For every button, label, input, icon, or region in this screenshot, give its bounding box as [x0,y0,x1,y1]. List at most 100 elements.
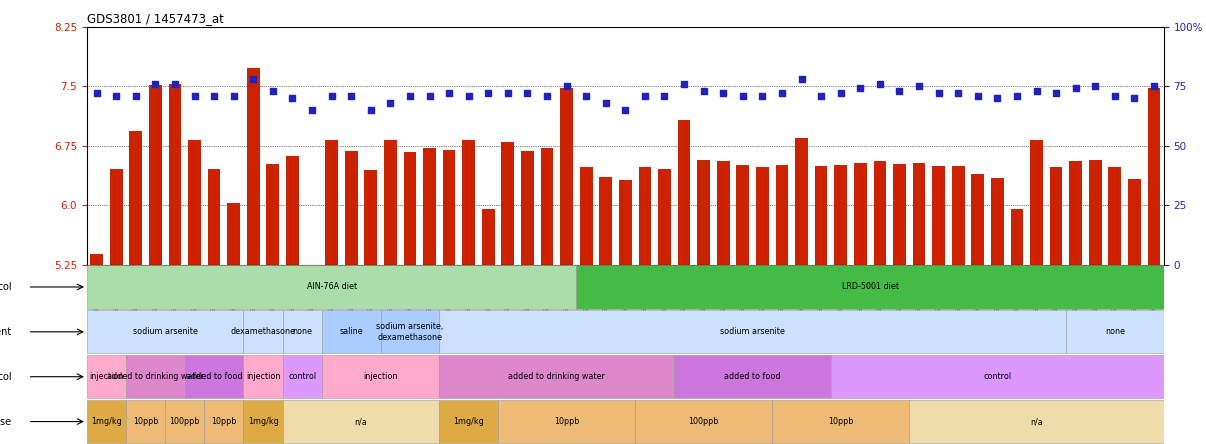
Bar [636,400,772,443]
Point [831,90,850,97]
Text: growth protocol: growth protocol [0,282,11,292]
Text: 100ppb: 100ppb [689,417,719,426]
Text: agent: agent [0,327,11,337]
Point [1026,87,1046,95]
Point [1125,95,1144,102]
Point [205,92,224,99]
Point [1085,83,1105,90]
Bar [125,355,185,398]
Bar [913,163,925,265]
Text: none: none [292,327,312,337]
Bar [1108,167,1122,265]
Bar [1148,88,1160,265]
Point [322,92,341,99]
Text: saline: saline [339,327,363,337]
Bar [286,156,299,265]
Bar [322,310,381,353]
Bar [87,310,244,353]
Bar [322,355,439,398]
Bar [125,400,165,443]
Text: 10ppb: 10ppb [554,417,579,426]
Text: 10ppb: 10ppb [829,417,854,426]
Bar [204,400,244,443]
Text: GDS3801 / 1457473_at: GDS3801 / 1457473_at [87,12,223,25]
Bar [169,84,181,265]
Bar [364,170,377,265]
Text: none: none [1105,327,1125,337]
Point [929,90,948,97]
Bar [110,169,123,265]
Point [890,87,909,95]
Point [282,95,302,102]
Bar [795,138,808,265]
Bar [404,152,416,265]
Point [146,80,165,87]
Text: added to food: added to food [186,372,242,381]
Bar [932,166,946,265]
Bar [1030,140,1043,265]
Point [517,90,537,97]
Point [127,92,146,99]
Bar [1070,161,1082,265]
Bar [244,400,282,443]
Text: 100ppb: 100ppb [170,417,200,426]
Bar [599,177,613,265]
Point [479,90,498,97]
Bar [267,164,280,265]
Text: added to food: added to food [725,372,780,381]
Point [792,75,812,83]
Text: 10ppb: 10ppb [211,417,236,426]
Point [753,92,772,99]
Point [1047,90,1066,97]
Text: added to drinking water: added to drinking water [107,372,204,381]
Bar [1049,167,1062,265]
Bar [282,400,439,443]
Point [1144,83,1164,90]
Bar [1128,179,1141,265]
Bar [576,266,1164,309]
Bar [873,162,886,265]
Bar [423,148,435,265]
Bar [991,178,1003,265]
Bar [185,355,244,398]
Text: injection: injection [89,372,123,381]
Text: dexamethasone: dexamethasone [230,327,295,337]
Bar [775,166,789,265]
Bar [462,140,475,265]
Bar [561,88,573,265]
Bar [188,140,201,265]
Bar [502,142,514,265]
Bar [90,254,103,265]
Point [615,107,634,114]
Bar [443,150,456,265]
Point [439,90,458,97]
Text: AIN-76A diet: AIN-76A diet [306,282,357,291]
Point [244,75,263,83]
Text: injection: injection [246,372,280,381]
Bar [638,167,651,265]
Text: protocol: protocol [0,372,11,382]
Text: dose: dose [0,416,11,427]
Bar [1011,209,1024,265]
Bar [835,166,847,265]
Bar [244,310,282,353]
Bar [384,140,397,265]
Bar [150,85,162,265]
Bar [678,120,690,265]
Bar [282,355,322,398]
Text: n/a: n/a [355,417,368,426]
Bar [540,148,554,265]
Point [87,90,106,97]
Bar [345,151,357,265]
Point [498,90,517,97]
Point [714,90,733,97]
Bar [580,167,592,265]
Point [733,92,753,99]
Bar [831,355,1164,398]
Point [909,83,929,90]
Bar [1066,310,1164,353]
Point [341,92,361,99]
Bar [227,202,240,265]
Point [1007,92,1026,99]
Point [165,80,185,87]
